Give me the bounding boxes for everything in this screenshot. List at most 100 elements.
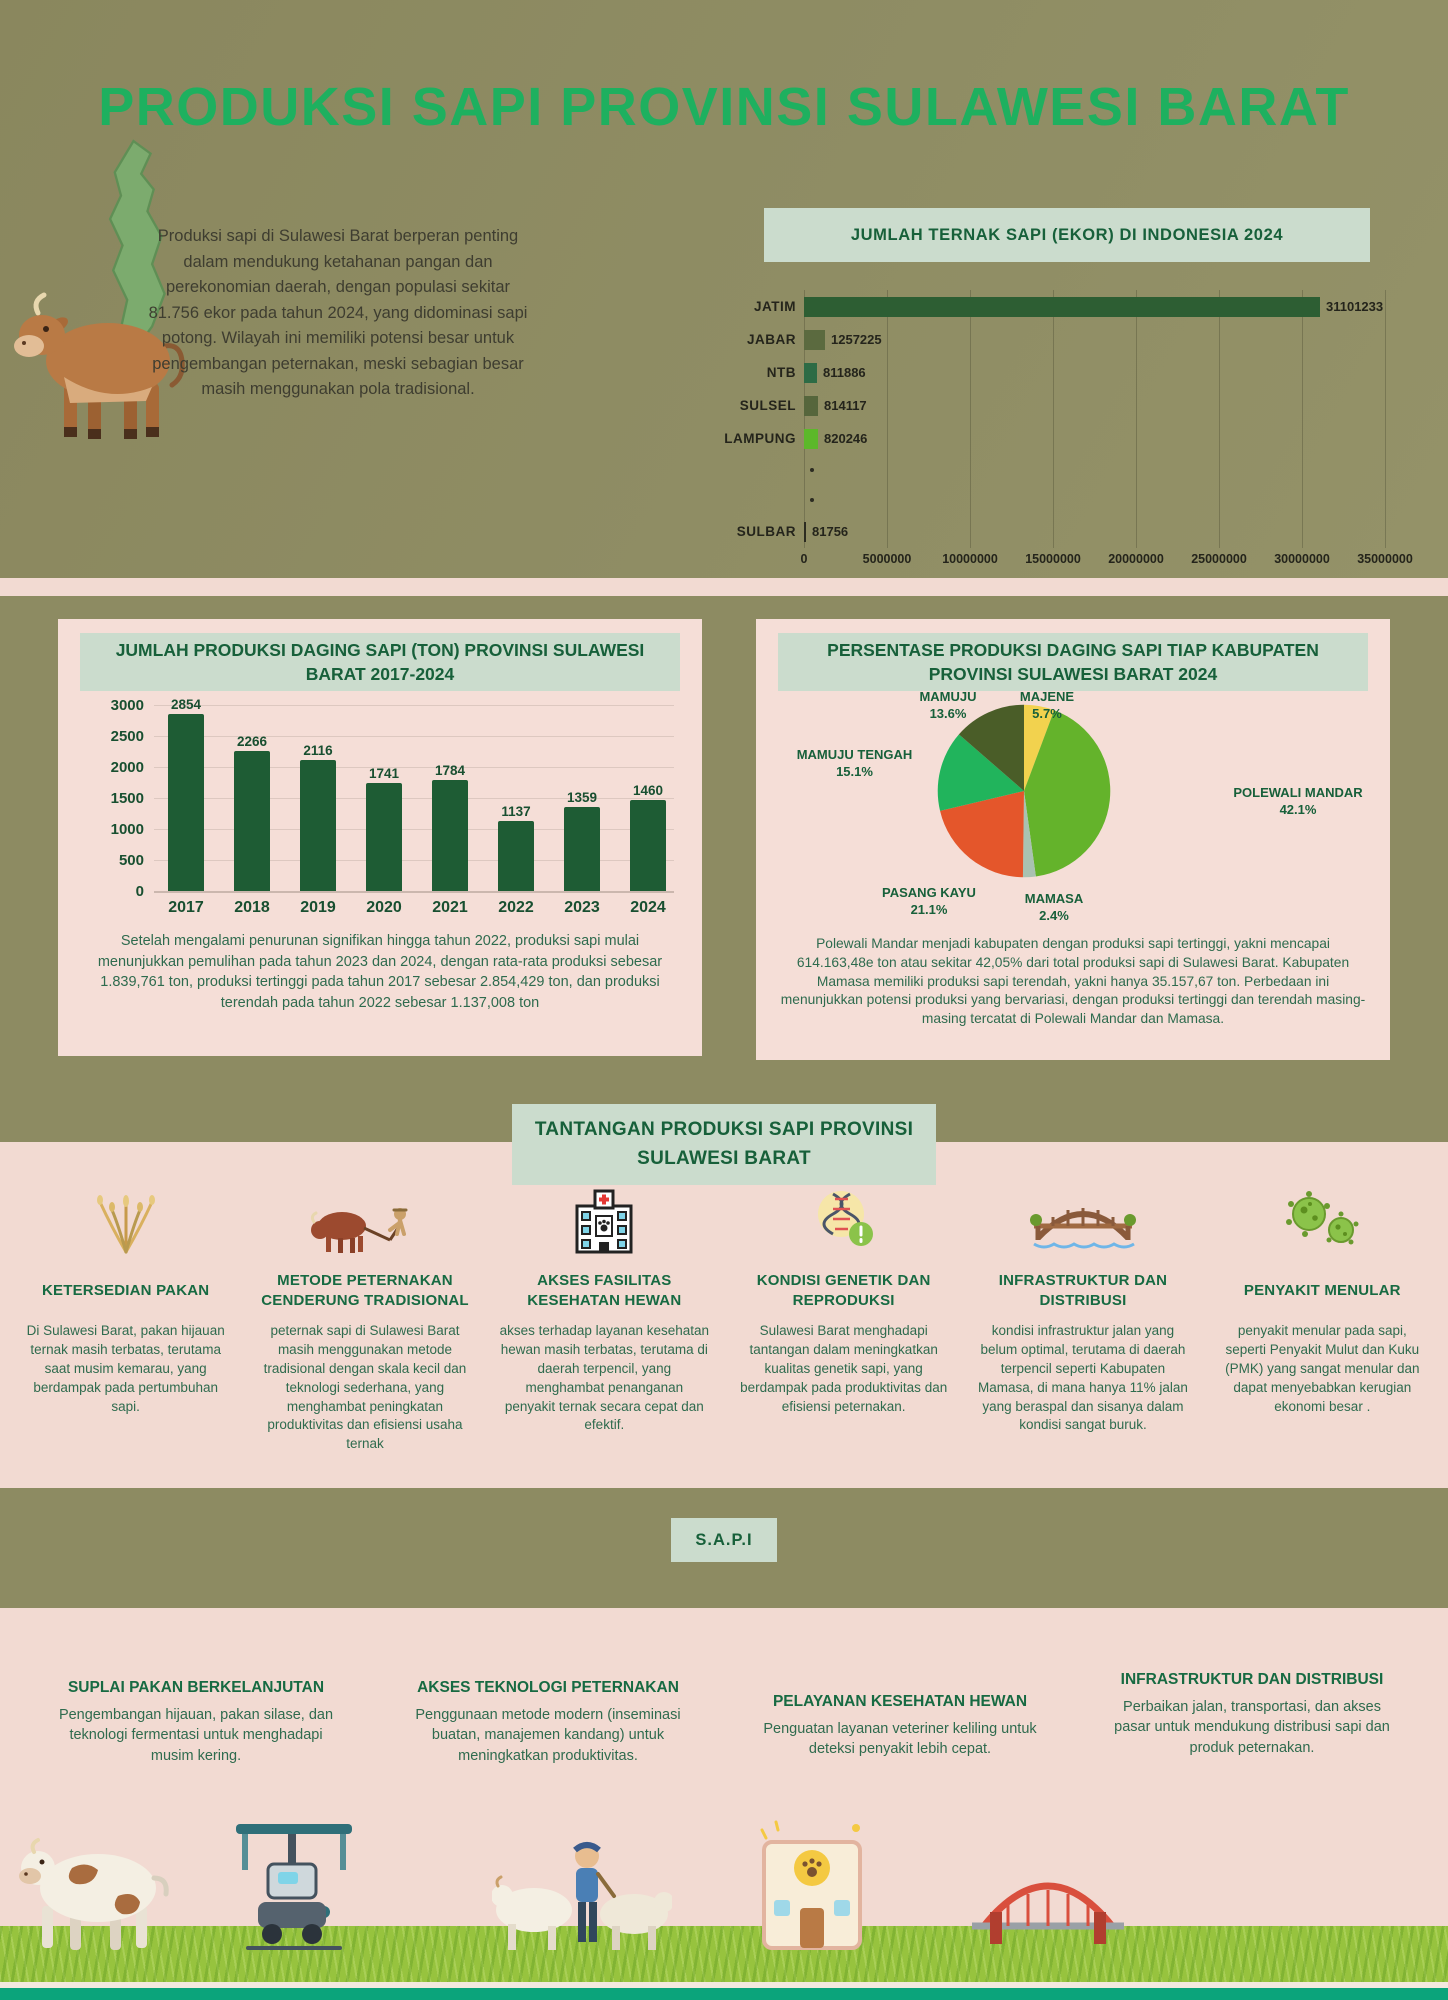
produksi-chart-x-axis: 2017 2018 2019 2020 2021 2022 2023 2024 xyxy=(168,899,666,916)
pie-slice-mamasa xyxy=(1022,791,1036,878)
challenges-title: TANTANGAN PRODUKSI SAPI PROVINSI SULAWES… xyxy=(512,1104,936,1185)
pie-label-mamasa: MAMASA 2.4% xyxy=(1024,891,1084,923)
challenge-heading: PENYAKIT MENULAR xyxy=(1243,1281,1401,1299)
persentase-pie-card: PERSENTASE PRODUKSI DAGING SAPI TIAP KAB… xyxy=(756,619,1390,1060)
bar-sulbar xyxy=(804,521,806,542)
challenge-metode: METODE PETERNAKAN CENDERUNG TRADISIONAL … xyxy=(259,1182,470,1454)
pie-slice-majene xyxy=(1024,704,1055,791)
indonesia-bar-row: SULBAR 81756 xyxy=(640,515,1432,548)
produksi-daging-card: JUMLAH PRODUKSI DAGING SAPI (TON) PROVIN… xyxy=(58,619,702,1056)
farmer-and-cows-illustration xyxy=(492,1842,672,1950)
produksi-chart-plot: 2854 2266 2116 1741 1784 1137 1359 1460 xyxy=(154,697,674,893)
pie-label-majene: MAJENE 5.7% xyxy=(1019,689,1075,721)
produksi-bar-2022: 1137 xyxy=(498,804,534,891)
section-solutions: SOLUSI AKSELERASI PETERNAKAN INOVATIF xyxy=(0,1608,1448,2000)
solution-heading: PELAYANAN KESEHATAN HEWAN xyxy=(772,1693,1028,1710)
indonesia-bar-chart: JUMLAH TERNAK SAPI (EKOR) DI INDONESIA 2… xyxy=(640,208,1432,572)
pie-label-mamuju: MAMUJU 13.6% xyxy=(919,689,977,721)
pie-label-polewali-mandar: POLEWALI MANDAR 42.1% xyxy=(1233,785,1363,817)
indonesia-bar-row: NTB 811886 xyxy=(640,356,1432,389)
solution-heading: AKSES TEKNOLOGI PETERNAKAN xyxy=(417,1679,679,1696)
indonesia-chart-plot: JATIM 31101233 JABAR 1257225 NTB 811886 SULSEL… xyxy=(640,290,1432,548)
hospital-icon xyxy=(499,1182,710,1260)
solution-infrastruktur: INFRASTRUKTUR DAN DISTRIBUSI Perbaikan j… xyxy=(1108,1670,1396,1766)
indonesia-chart-x-axis: 0 5000000 10000000 15000000 20000000 25000000… xyxy=(800,552,1413,566)
pie-label-mamuju-tengah: MAMUJU TENGAH 15.1% xyxy=(796,747,913,779)
challenge-body: Di Sulawesi Barat, pakan hijauan ternak … xyxy=(26,1323,225,1414)
solution-body: Pengembangan hijauan, pakan silase, dan … xyxy=(58,1706,334,1764)
bar-ntb xyxy=(804,362,817,383)
pie-chart-caption: Polewali Mandar menjadi kabupaten dengan… xyxy=(780,936,1366,1026)
challenge-penyakit: PENYAKIT MENULAR penyakit menular pada s… xyxy=(1217,1182,1428,1454)
solution-kesehatan: PELAYANAN KESEHATAN HEWAN Penguatan laya… xyxy=(756,1692,1044,1766)
challenge-body: peternak sapi di Sulawesi Barat masih me… xyxy=(263,1323,467,1452)
bar-lampung xyxy=(804,428,818,449)
cow-illustration xyxy=(14,292,185,439)
solution-body: Penguatan layanan veteriner keliling unt… xyxy=(763,1720,1037,1758)
pie-chart-title: PERSENTASE PRODUKSI DAGING SAPI TIAP KAB… xyxy=(778,633,1368,691)
pie-chart: MAJENE 5.7% POLEWALI MANDAR 42.1% MAMASA 2.4%… xyxy=(756,689,1390,935)
pie-slice-pasang-kayu xyxy=(940,791,1024,878)
pie-label-pasang-kayu: PASANG KAYU 21.1% xyxy=(882,885,976,917)
produksi-bar-2020: 1741 xyxy=(366,766,402,891)
challenge-heading: AKSES FASILITAS KESEHATAN HEWAN xyxy=(527,1271,682,1309)
pie-slice-mamuju xyxy=(958,704,1024,791)
virus-icon xyxy=(1217,1182,1428,1260)
indonesia-bar-row: JABAR 1257225 xyxy=(640,323,1432,356)
solution-teknologi: AKSES TEKNOLOGI PETERNAKAN Penggunaan me… xyxy=(404,1678,692,1766)
dna-icon xyxy=(738,1182,949,1260)
solution-pakan: SUPLAI PAKAN BERKELANJUTAN Pengembangan … xyxy=(52,1678,340,1766)
challenge-infrastruktur: INFRASTRUKTUR DAN DISTRIBUSI kondisi inf… xyxy=(977,1182,1188,1454)
indonesia-chart-gridlines xyxy=(804,290,1386,548)
omitted-rows-dot xyxy=(810,468,814,472)
challenge-heading: METODE PETERNAKAN CENDERUNG TRADISIONAL xyxy=(261,1271,469,1309)
produksi-bar-2023: 1359 xyxy=(564,790,600,891)
challenge-body: akses terhadap layanan kesehatan hewan m… xyxy=(499,1323,710,1433)
indonesia-bar-row xyxy=(640,455,1432,485)
plow-icon xyxy=(259,1182,470,1260)
bridge-icon xyxy=(977,1182,1188,1260)
animal-clinic-illustration xyxy=(760,1820,862,1950)
challenge-body: penyakit menular pada sapi, seperti Peny… xyxy=(1225,1323,1420,1414)
produksi-chart-y-axis: 0 500 1000 1500 2000 2500 3000 xyxy=(110,697,144,900)
feeding-robot-illustration xyxy=(236,1824,352,1950)
challenge-pakan: KETERSEDIAN PAKAN Di Sulawesi Barat, pak… xyxy=(20,1182,231,1454)
intro-paragraph: Produksi sapi di Sulawesi Barat berperan… xyxy=(148,227,528,399)
pie-slice-mamuju-tengah xyxy=(937,734,1024,811)
sapi-badge: S.A.P.I xyxy=(671,1518,777,1562)
produksi-bar-2018: 2266 xyxy=(234,734,270,891)
pie-chart-svg xyxy=(937,704,1111,878)
produksi-chart-caption: Setelah mengalami penurunan signifikan h… xyxy=(97,933,663,1011)
indonesia-bar-row: JATIM 31101233 xyxy=(640,290,1432,323)
challenge-genetik: KONDISI GENETIK DAN REPRODUKSI Sulawesi … xyxy=(738,1182,949,1454)
challenge-body: Sulawesi Barat menghadapi tantangan dala… xyxy=(740,1323,948,1414)
solution-body: Penggunaan metode modern (inseminasi bua… xyxy=(415,1706,681,1764)
indonesia-bar-row: LAMPUNG 820246 xyxy=(640,422,1432,455)
challenge-columns: KETERSEDIAN PAKAN Di Sulawesi Barat, pak… xyxy=(20,1182,1428,1454)
solution-heading: SUPLAI PAKAN BERKELANJUTAN xyxy=(67,1679,325,1696)
solution-heading: INFRASTRUKTUR DAN DISTRIBUSI xyxy=(1120,1671,1384,1688)
grass-teal-band xyxy=(0,1988,1448,2000)
bar-sulsel xyxy=(804,395,818,416)
pie-slice-polewali-mandar xyxy=(1024,710,1111,877)
produksi-chart-title: JUMLAH PRODUKSI DAGING SAPI (TON) PROVIN… xyxy=(80,633,680,691)
red-bridge-illustration xyxy=(972,1882,1124,1944)
bar-jatim xyxy=(804,296,1320,317)
solution-body: Perbaikan jalan, transportasi, dan akses… xyxy=(1114,1698,1390,1756)
page-title: PRODUKSI SAPI PROVINSI SULAWESI BARAT xyxy=(98,77,1350,137)
challenge-heading: INFRASTRUKTUR DAN DISTRIBUSI xyxy=(998,1271,1168,1309)
spotted-cow-illustration xyxy=(19,1838,169,1950)
produksi-bar-2017: 2854 xyxy=(168,697,204,891)
produksi-bar-2019: 2116 xyxy=(300,743,336,891)
produksi-bar-2021: 1784 xyxy=(432,763,468,891)
indonesia-bar-row: SULSEL 814117 xyxy=(640,389,1432,422)
challenge-kesehatan: AKSES FASILITAS KESEHATAN HEWAN akses te… xyxy=(499,1182,710,1454)
grass-strip xyxy=(0,1926,1448,1982)
grass-divider-line xyxy=(0,1982,1448,1988)
produksi-bar-2024: 1460 xyxy=(630,783,666,891)
solution-columns: SUPLAI PAKAN BERKELANJUTAN Pengembangan … xyxy=(52,1671,1396,1766)
omitted-rows-dot xyxy=(810,498,814,502)
section-top: PRODUKSI SAPI PROVINSI SULAWESI BARAT Pr… xyxy=(0,0,1448,578)
divider-strip xyxy=(0,578,1448,596)
